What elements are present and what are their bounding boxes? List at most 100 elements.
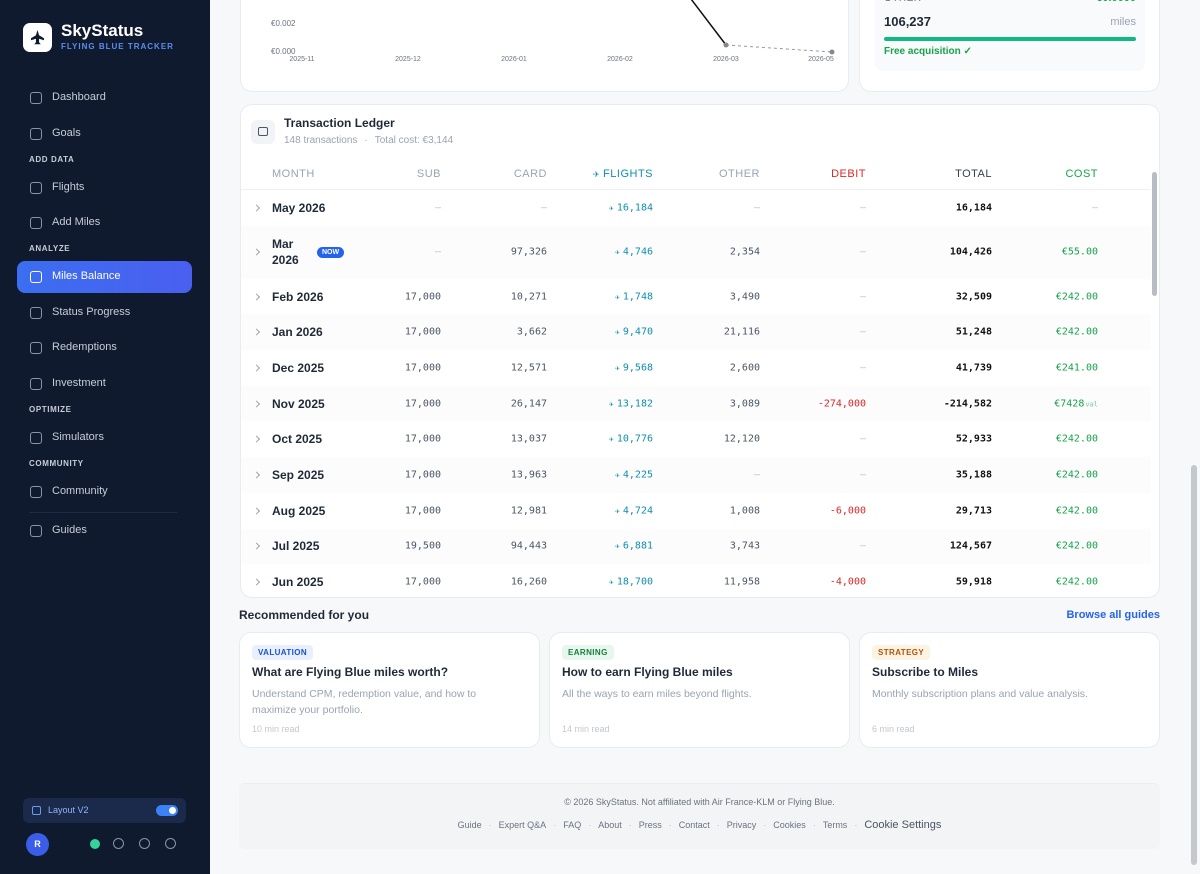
table-row[interactable]: Mar 2026 NOW – 97,326 4,746 2,354 – 104,426 €55.…	[241, 225, 1151, 279]
footer-link[interactable]: Contact	[678, 820, 710, 830]
nav-item[interactable]: Community	[17, 476, 192, 508]
value: 18,700	[616, 576, 653, 588]
cell-sub: 17,000	[405, 577, 441, 588]
value: 3,490	[729, 291, 760, 303]
footer-link[interactable]: About	[598, 820, 622, 830]
footer-link[interactable]: Cookies	[773, 820, 806, 830]
nav-label: Status Progress	[52, 305, 131, 318]
nav-label: Goals	[52, 126, 81, 139]
nav-item[interactable]: Add Miles	[17, 207, 192, 239]
nav-label: Dashboard	[52, 91, 106, 103]
month: Mar 2026	[272, 237, 299, 268]
column-header: COST	[1065, 168, 1098, 180]
ledger-sub: 148 transactions · Total cost: €3,144	[284, 135, 453, 146]
guide-card[interactable]: VALUATION What are Flying Blue miles wort…	[239, 632, 540, 748]
table-row[interactable]: Jun 2025 17,000 16,260 18,700 11,958 -4,000 59…	[241, 564, 1151, 597]
nav-item[interactable]: Investment	[17, 368, 192, 400]
layout-toggle[interactable]: Layout V2	[23, 798, 186, 823]
nav-item[interactable]: Status Progress	[17, 297, 192, 329]
guide-card[interactable]: EARNING How to earn Flying Blue miles All …	[549, 632, 850, 748]
footer-link[interactable]: Expert Q&A	[498, 820, 547, 830]
cell-total: 41,739	[956, 362, 992, 373]
cell-sub: 17,000	[405, 327, 441, 338]
cell-total: 32,509	[956, 291, 992, 302]
table-row[interactable]: Aug 2025 17,000 12,981 4,724 1,008 -6,000 29,7…	[241, 493, 1151, 529]
table-row[interactable]: Jan 2026 17,000 3,662 9,470 21,116 – 51,248 €24…	[241, 314, 1151, 351]
footer: © 2026 SkyStatus. Not affiliated with Ai…	[239, 783, 1160, 849]
footer-link[interactable]: Press	[638, 820, 662, 830]
icon-button[interactable]	[113, 838, 124, 849]
cell-card: 12,571	[511, 362, 547, 373]
cell-cost: €242.00	[1056, 505, 1098, 516]
cell-total: -214,582	[944, 398, 992, 409]
nav-item[interactable]: Simulators	[17, 422, 192, 454]
cell-other: 3,089	[730, 398, 760, 409]
nav-item[interactable]: Guides	[17, 515, 192, 547]
dot-separator: ·	[854, 820, 858, 830]
nav-item[interactable]: Dashboard	[17, 82, 192, 114]
dot-separator: ·	[668, 820, 672, 830]
table-row[interactable]: Dec 2025 17,000 12,571 9,568 2,600 – 41,739 €24…	[241, 350, 1151, 386]
table: MONTH SUB CARD FLIGHTS OTHER DEBIT TOTAL COST Ma…	[241, 156, 1151, 597]
value: 2,600	[729, 362, 760, 374]
month-cell: Nov 2025	[272, 397, 325, 411]
table-row[interactable]: Sep 2025 17,000 13,963 4,225 – – 35,188 €242.00	[241, 457, 1151, 493]
table-row[interactable]: Nov 2025 17,000 26,147 13,182 3,089 -274,000 -…	[241, 385, 1151, 422]
value: 6,881	[622, 540, 653, 552]
table-row[interactable]: May 2026 – – 16,184 – – 16,184 –	[241, 190, 1151, 226]
footer-link[interactable]: FAQ	[563, 820, 582, 830]
cell-card: –	[541, 202, 547, 213]
cell-flights: 16,184	[609, 202, 653, 213]
count: 148 transactions	[284, 135, 358, 146]
footer-link[interactable]: Cookie Settings	[864, 819, 942, 831]
read-time: 6 min read	[872, 724, 915, 734]
table-row[interactable]: Jul 2025 19,500 94,443 6,881 3,743 – 124,567 €2…	[241, 528, 1151, 565]
month: Sep 2025	[272, 467, 325, 482]
table-row[interactable]: Oct 2025 17,000 13,037 10,776 12,120 – 52,933 €…	[241, 421, 1151, 457]
value: 17,000	[404, 398, 441, 410]
cell-debit: –	[860, 291, 866, 302]
row-chevron	[252, 204, 261, 212]
miles: 106,237	[884, 14, 931, 29]
footer-link[interactable]: Privacy	[726, 820, 757, 830]
cell-sub: –	[435, 247, 441, 258]
value: 3,743	[729, 540, 760, 552]
month-cell: Jan 2026	[272, 325, 323, 339]
row-chevron	[252, 542, 261, 550]
row-chevron	[252, 507, 261, 515]
table-header: MONTH SUB CARD FLIGHTS OTHER DEBIT TOTAL COST	[241, 156, 1151, 190]
nav-item[interactable]: Goals	[17, 118, 192, 150]
value: –	[859, 202, 866, 214]
cell-debit: -4,000	[830, 577, 866, 588]
nav-item[interactable]: Flights	[17, 172, 192, 204]
cell-total: 51,248	[956, 327, 992, 338]
ledger-icon	[251, 120, 275, 144]
nav-item[interactable]: Redemptions	[17, 332, 192, 364]
cell-flights: 6,881	[615, 541, 653, 552]
nav-icon	[30, 181, 42, 194]
icon-button[interactable]	[165, 838, 176, 849]
avatar[interactable]: R	[26, 833, 49, 856]
summary-label: OTHER	[884, 0, 922, 4]
value: €242.00	[1055, 433, 1098, 445]
cell-flights: 4,225	[615, 469, 653, 480]
footer-link[interactable]: Guide	[457, 820, 482, 830]
value: 9,568	[622, 362, 653, 374]
nav-icon	[30, 342, 42, 354]
value: 12,120	[723, 433, 760, 445]
nav-item[interactable]: Miles Balance	[17, 261, 192, 293]
guide-card[interactable]: STRATEGY Subscribe to Miles Monthly subscr…	[859, 632, 1160, 748]
icon-button[interactable]	[139, 838, 150, 849]
x-label: 2026-05	[808, 56, 834, 63]
cell-debit: –	[860, 327, 866, 338]
cell-total: 29,713	[956, 505, 992, 516]
cell-card: 3,662	[517, 327, 547, 338]
month-cell: May 2026	[272, 201, 325, 215]
cell-card: 13,037	[511, 434, 547, 445]
logo-icon	[31, 30, 44, 45]
table-row[interactable]: Feb 2026 17,000 10,271 1,748 3,490 – 32,509 €24…	[241, 279, 1151, 315]
summary-value: €0.0000	[1096, 0, 1136, 4]
browse-link[interactable]: Browse all guides	[1066, 609, 1160, 621]
miles-unit: miles	[1110, 16, 1136, 28]
footer-link[interactable]: Terms	[822, 820, 848, 830]
